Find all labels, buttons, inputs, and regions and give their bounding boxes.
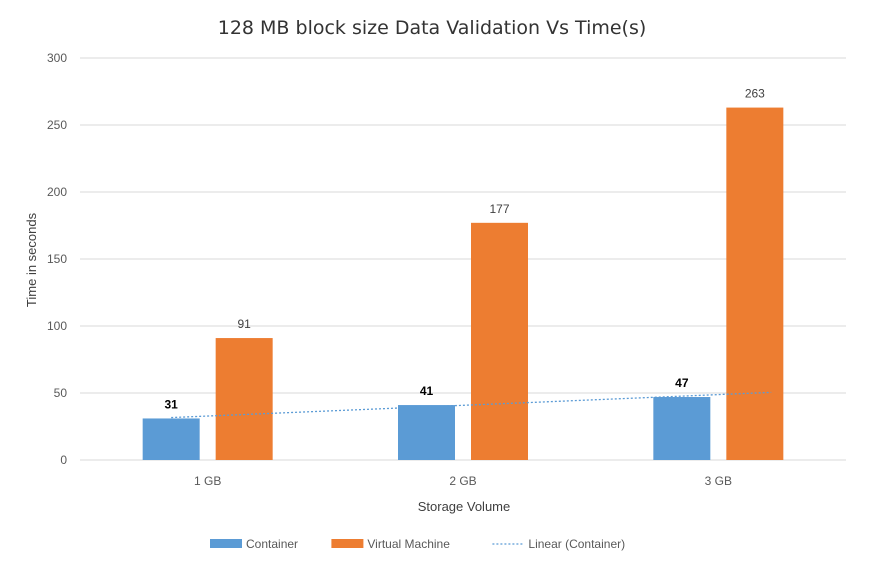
bars: [142, 107, 784, 460]
y-tick-label: 300: [47, 51, 67, 65]
data-label: 41: [420, 384, 434, 398]
trendline-layer: [171, 391, 772, 419]
legend-label: Linear (Container): [528, 537, 625, 551]
y-tick-label: 50: [54, 386, 68, 400]
data-label: 91: [237, 317, 251, 331]
legend-label: Virtual Machine: [367, 537, 450, 551]
bar-virtual-machine-2: [726, 107, 784, 460]
x-axis-ticks: 1 GB 2 GB 3 GB: [194, 474, 732, 488]
x-tick-label: 1 GB: [194, 474, 221, 488]
bar-virtual-machine-1: [471, 222, 528, 460]
legend-swatch-virtual-machine: [331, 539, 364, 548]
y-tick-label: 0: [60, 453, 67, 467]
bar-container-1: [398, 405, 455, 460]
y-axis-ticks: 0 50 100 150 200 250 300: [47, 51, 67, 467]
data-label: 31: [164, 397, 178, 411]
bar-container-2: [653, 397, 711, 460]
bar-virtual-machine-0: [215, 338, 273, 460]
gridlines: [80, 57, 846, 461]
chart-title: 128 MB block size Data Validation Vs Tim…: [218, 17, 647, 39]
legend-swatch-container: [210, 539, 242, 548]
data-label: 47: [675, 376, 689, 390]
x-tick-label: 3 GB: [705, 474, 732, 488]
trendline: [171, 391, 772, 419]
y-tick-label: 150: [47, 252, 67, 266]
data-label: 177: [489, 202, 509, 216]
data-labels: 31 91 41 177 47 263: [164, 87, 765, 412]
x-tick-label: 2 GB: [449, 474, 476, 488]
y-tick-label: 200: [47, 185, 67, 199]
x-axis-label: Storage Volume: [418, 499, 511, 514]
y-tick-label: 100: [47, 319, 67, 333]
bar-container-0: [142, 418, 200, 460]
legend-label: Container: [246, 537, 298, 551]
data-label: 263: [745, 87, 765, 101]
y-tick-label: 250: [47, 118, 67, 132]
y-axis-label: Time in seconds: [24, 212, 39, 307]
legend: Container Virtual Machine Linear (Containe…: [210, 537, 625, 551]
